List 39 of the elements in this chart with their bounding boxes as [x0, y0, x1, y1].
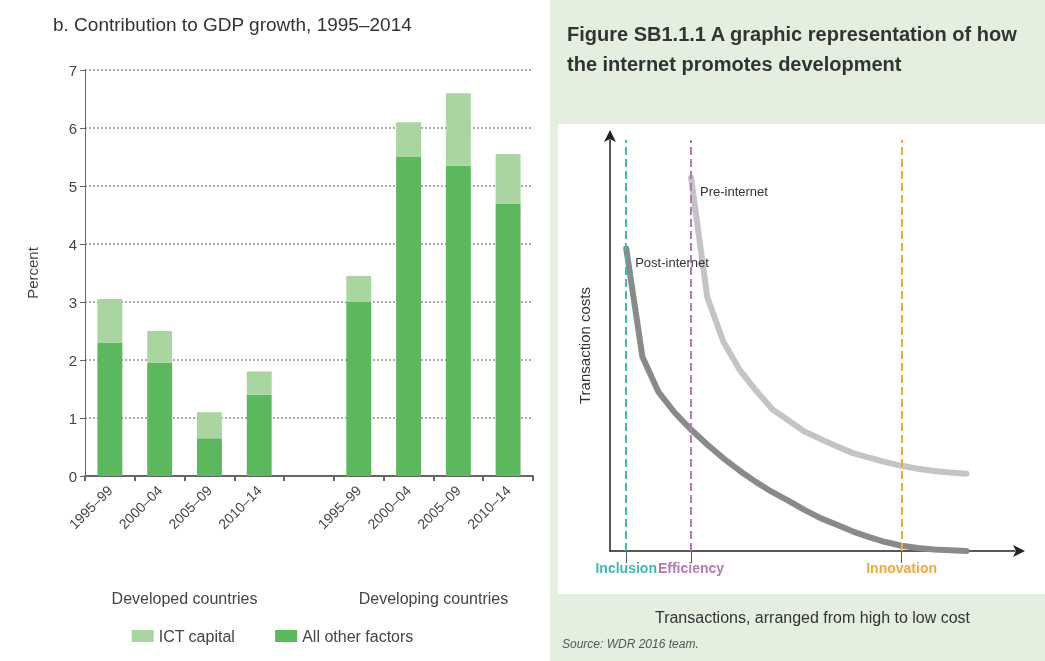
- chart-title: b. Contribution to GDP growth, 1995–2014: [53, 14, 413, 35]
- x-tick-label: Innovation: [866, 560, 937, 576]
- x-tick-label: Efficiency: [657, 560, 725, 576]
- bar: [147, 331, 173, 363]
- bar: [246, 371, 272, 395]
- bar: [495, 154, 521, 204]
- bar: [445, 93, 471, 166]
- text: Developed countries: [111, 589, 258, 607]
- bar: [346, 302, 372, 476]
- bar: [197, 438, 222, 476]
- bar: [246, 394, 272, 476]
- bar: [97, 299, 123, 343]
- bar: [147, 362, 173, 476]
- x-axis-title: Transactions, arranged from high to low cost: [654, 608, 971, 626]
- bar: [495, 203, 521, 476]
- chart-title: Figure SB1.1.1 A graphic representation of how the internet promotes development: [567, 23, 1023, 75]
- y-tick-label: 4: [68, 235, 77, 253]
- legend-label: ICT capital: [158, 627, 235, 645]
- y-tick-label: 3: [68, 293, 77, 311]
- y-tick-label: 2: [68, 351, 77, 369]
- series-label: Post-internet: [635, 254, 710, 270]
- y-axis-title: Transaction costs: [576, 287, 593, 404]
- y-tick-label: 0: [68, 467, 77, 485]
- series-label: Pre-internet: [700, 183, 769, 199]
- bar: [396, 157, 421, 476]
- bar: [97, 342, 123, 476]
- bar: [346, 275, 372, 302]
- text: Developing countries: [358, 589, 509, 607]
- y-axis-title: Percent: [24, 246, 41, 299]
- bar: [197, 412, 222, 439]
- bar: [396, 122, 421, 157]
- bar: [445, 165, 471, 476]
- y-tick-label: 7: [68, 61, 77, 79]
- x-tick-label: Inclusion: [595, 560, 657, 576]
- source-note: Source: WDR 2016 team.: [562, 637, 699, 651]
- y-tick-label: 5: [68, 177, 77, 195]
- legend-label: All other factors: [302, 627, 414, 645]
- y-tick-label: 1: [68, 409, 77, 427]
- y-tick-label: 6: [68, 119, 77, 137]
